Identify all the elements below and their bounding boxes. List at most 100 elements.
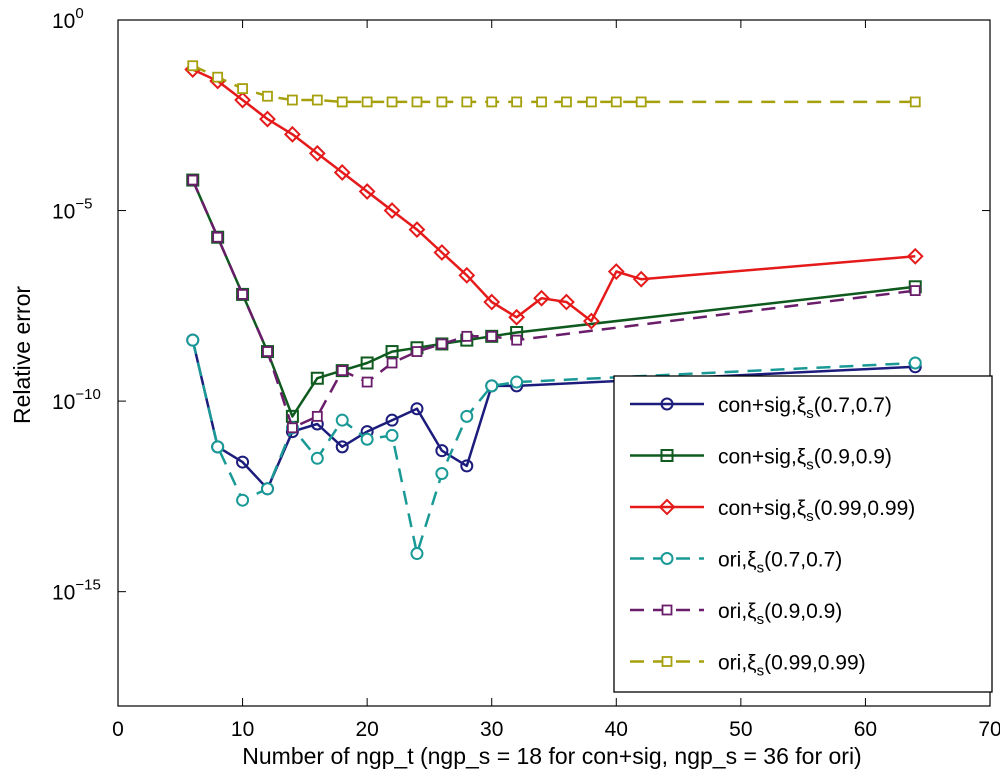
legend-marker xyxy=(658,498,676,516)
data-point xyxy=(335,413,349,427)
data-point xyxy=(436,96,448,108)
data-point xyxy=(558,293,575,311)
x-tick-label: 50 xyxy=(729,718,752,741)
data-point xyxy=(186,333,200,347)
data-point xyxy=(582,312,600,330)
data-point xyxy=(461,96,473,108)
data-point xyxy=(511,334,523,346)
legend-entry: con+sig,ξs(0.7,0.7) xyxy=(718,394,892,422)
data-point xyxy=(236,493,250,507)
data-point xyxy=(906,247,924,265)
data-point xyxy=(909,285,921,296)
data-point xyxy=(260,482,274,496)
data-point xyxy=(234,91,251,109)
data-point xyxy=(336,365,348,377)
plot-series xyxy=(184,60,924,561)
data-point xyxy=(360,356,374,370)
data-point xyxy=(386,357,398,369)
data-point xyxy=(461,330,473,342)
data-point xyxy=(536,96,547,108)
data-point xyxy=(212,231,224,243)
data-point xyxy=(411,96,423,108)
data-point xyxy=(335,364,349,378)
data-point xyxy=(262,346,273,357)
legend: con+sig,ξs(0.7,0.7) con+sig,ξs(0.9,0.9) co… xyxy=(613,375,993,693)
data-point xyxy=(360,432,374,446)
data-point xyxy=(311,94,323,106)
data-point xyxy=(358,183,376,200)
data-point xyxy=(511,96,523,108)
data-point xyxy=(435,467,449,481)
data-point xyxy=(361,96,373,108)
data-point xyxy=(260,345,274,359)
data-point xyxy=(485,379,499,393)
y-axis-label: Relative error xyxy=(9,286,35,424)
data-point xyxy=(408,221,426,239)
data-point xyxy=(259,110,276,128)
data-point xyxy=(435,444,449,458)
series-5 xyxy=(187,60,921,108)
data-point xyxy=(632,270,650,288)
data-point xyxy=(385,413,399,427)
data-point xyxy=(333,164,351,181)
data-point xyxy=(510,375,524,389)
data-point xyxy=(635,96,647,108)
y-tick-label: 10−5 xyxy=(52,196,92,224)
x-tick-label: 10 xyxy=(231,718,254,741)
data-point xyxy=(361,376,373,388)
plot-frame xyxy=(117,19,991,707)
legend-entry: ori,ξs(0.9,0.9) xyxy=(718,600,842,628)
data-point xyxy=(460,409,474,423)
data-point xyxy=(187,174,199,186)
data-point xyxy=(286,94,298,106)
data-point xyxy=(433,244,451,261)
data-point xyxy=(237,288,248,300)
data-point xyxy=(561,96,572,108)
data-point xyxy=(533,289,550,307)
data-point xyxy=(237,83,248,94)
data-point xyxy=(286,422,298,434)
legend-entry: ori,ξs(0.7,0.7) xyxy=(718,549,842,577)
legend-marker xyxy=(661,656,673,667)
series-line xyxy=(191,339,916,491)
data-point xyxy=(283,125,301,143)
data-point xyxy=(410,402,424,416)
data-point xyxy=(486,96,498,108)
series-line xyxy=(192,68,916,323)
data-point xyxy=(236,287,250,301)
x-tick-labels: 0 10 20 30 40 50 60 70 xyxy=(112,718,1000,741)
data-point xyxy=(336,96,348,108)
series-line xyxy=(192,64,916,104)
data-point xyxy=(909,96,921,108)
data-point xyxy=(211,230,225,244)
legend-entry: con+sig,ξs(0.99,0.99) xyxy=(718,497,915,525)
legend-marker xyxy=(660,449,674,462)
data-point xyxy=(610,96,622,108)
data-point xyxy=(186,173,200,187)
x-tick-label: 70 xyxy=(978,718,1000,741)
data-point xyxy=(460,459,474,473)
series-3 xyxy=(186,333,922,561)
data-point xyxy=(385,428,399,442)
data-point xyxy=(262,90,273,102)
y-tick-label: 100 xyxy=(52,5,84,33)
x-tick-label: 60 xyxy=(854,718,877,741)
data-point xyxy=(411,346,423,357)
legend-marker xyxy=(660,552,674,565)
data-point xyxy=(211,440,225,454)
data-point xyxy=(383,202,401,219)
data-point xyxy=(310,371,324,385)
x-tick-label: 20 xyxy=(355,718,378,741)
data-point xyxy=(386,96,398,108)
x-tick-label: 30 xyxy=(480,718,503,741)
x-tick-label: 40 xyxy=(605,718,628,741)
y-tick-label: 10−10 xyxy=(52,386,101,414)
data-point xyxy=(410,547,424,561)
data-point xyxy=(435,337,449,351)
data-point xyxy=(187,60,199,72)
y-tick-label: 10−15 xyxy=(52,577,101,605)
data-point xyxy=(335,440,349,454)
legend-marker xyxy=(660,397,674,411)
data-point xyxy=(908,356,922,370)
